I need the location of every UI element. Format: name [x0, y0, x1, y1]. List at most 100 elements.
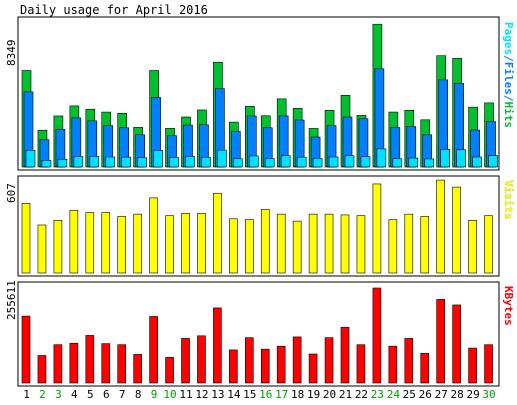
visits-bar [468, 220, 477, 274]
pages-bar [185, 156, 195, 168]
day-label: 21 [339, 388, 352, 401]
pages-bar [456, 149, 466, 168]
day-label: 6 [103, 388, 110, 401]
pages-bar [137, 157, 147, 168]
day-label: 14 [227, 388, 241, 401]
kbytes-bar [37, 355, 47, 384]
day-label: 26 [419, 388, 432, 401]
kbytes-legend: KBytes [502, 286, 515, 326]
visits-bar [420, 216, 430, 274]
visits-bar [484, 215, 493, 274]
pages-bar [280, 155, 291, 168]
hits-files-pages-panel [17, 16, 500, 171]
visits-bar [245, 219, 254, 274]
pages-bar [105, 156, 116, 168]
top-legend-part: / [502, 95, 515, 102]
visits-bar [85, 212, 95, 274]
visits-bars [21, 179, 493, 274]
visits-bar [53, 220, 63, 274]
kbytes-bars [21, 287, 493, 384]
visits-bar [213, 192, 222, 274]
middle-ymax-label: 607 [5, 183, 18, 203]
day-label: 20 [323, 388, 336, 401]
pages-bar [296, 156, 307, 168]
kbytes-bar [245, 337, 254, 384]
pages-bar [73, 156, 84, 168]
visits-bar [292, 220, 302, 274]
pages-bar [153, 150, 163, 168]
day-label: 12 [195, 388, 208, 401]
kbytes-bar [356, 344, 366, 384]
kbytes-bar [372, 287, 382, 384]
kbytes-bar [101, 343, 111, 384]
kbytes-bar [117, 344, 126, 384]
day-label: 1 [23, 388, 30, 401]
visits-bar [372, 183, 382, 274]
day-label: 17 [275, 388, 288, 401]
pages-bar [328, 156, 339, 168]
kbytes-bar [133, 354, 142, 384]
pages-bar [57, 158, 68, 168]
visits-bar [69, 209, 79, 274]
day-label: 7 [119, 388, 126, 401]
visits-bar [133, 213, 142, 274]
kbytes-bar [292, 336, 302, 384]
top-legend-part: / [502, 55, 515, 62]
pages-bar [312, 158, 323, 168]
pages-bar [41, 160, 52, 168]
bottom-ymax-label: 255611 [5, 280, 18, 320]
top-legend-part: Hits [502, 102, 515, 129]
kbytes-bar [484, 344, 493, 384]
top-bars [21, 23, 498, 168]
kbytes-bar [69, 342, 79, 384]
visits-panel [17, 175, 500, 277]
pages-bar [89, 156, 100, 168]
chart-title: Daily usage for April 2016 [20, 3, 208, 17]
visits-bar [452, 186, 461, 274]
visits-bar [101, 212, 111, 274]
pages-bar [408, 157, 419, 168]
day-label: 13 [211, 388, 224, 401]
pages-bar [392, 158, 403, 168]
pages-bar [201, 157, 211, 168]
kbytes-bar [276, 345, 286, 384]
visits-bar [117, 216, 126, 274]
day-label: 24 [387, 388, 401, 401]
visits-bar [340, 214, 350, 274]
kbytes-bar [229, 349, 238, 384]
visits-bar [229, 218, 238, 274]
visits-bar [324, 213, 334, 274]
visits-bar [37, 224, 47, 274]
kbytes-bar [340, 326, 350, 384]
pages-bar [217, 149, 227, 168]
day-label: 30 [482, 388, 495, 401]
day-label: 19 [307, 388, 320, 401]
kbytes-bar [213, 307, 222, 384]
visits-bar [276, 213, 286, 274]
day-label: 5 [87, 388, 94, 401]
kbytes-bar [85, 335, 95, 384]
day-label: 27 [435, 388, 448, 401]
visits-legend: Visits [502, 180, 515, 220]
pages-bar [249, 155, 259, 168]
pages-bar [360, 156, 371, 168]
pages-bar [472, 156, 482, 168]
pages-bar [169, 157, 179, 168]
kbytes-bar [388, 345, 398, 384]
kbytes-bar [53, 344, 63, 384]
visits-bar [165, 215, 174, 274]
pages-bar [376, 148, 387, 168]
visits-bar [404, 213, 414, 274]
kbytes-panel [17, 281, 500, 387]
kbytes-bar [420, 352, 430, 384]
day-label: 16 [259, 388, 272, 401]
kbytes-bar [468, 347, 477, 384]
day-label: 22 [355, 388, 368, 401]
visits-bar [436, 179, 446, 274]
day-label: 28 [451, 388, 464, 401]
visits-bar [149, 197, 158, 274]
visits-bar [21, 203, 31, 274]
x-axis-day-labels: 1 2 3 4 5 6 7 8 9 10 11 12 13 14 15 16 17 18 19 20 21 22 23 24 2… [23, 388, 495, 401]
kbytes-bar [197, 335, 206, 384]
